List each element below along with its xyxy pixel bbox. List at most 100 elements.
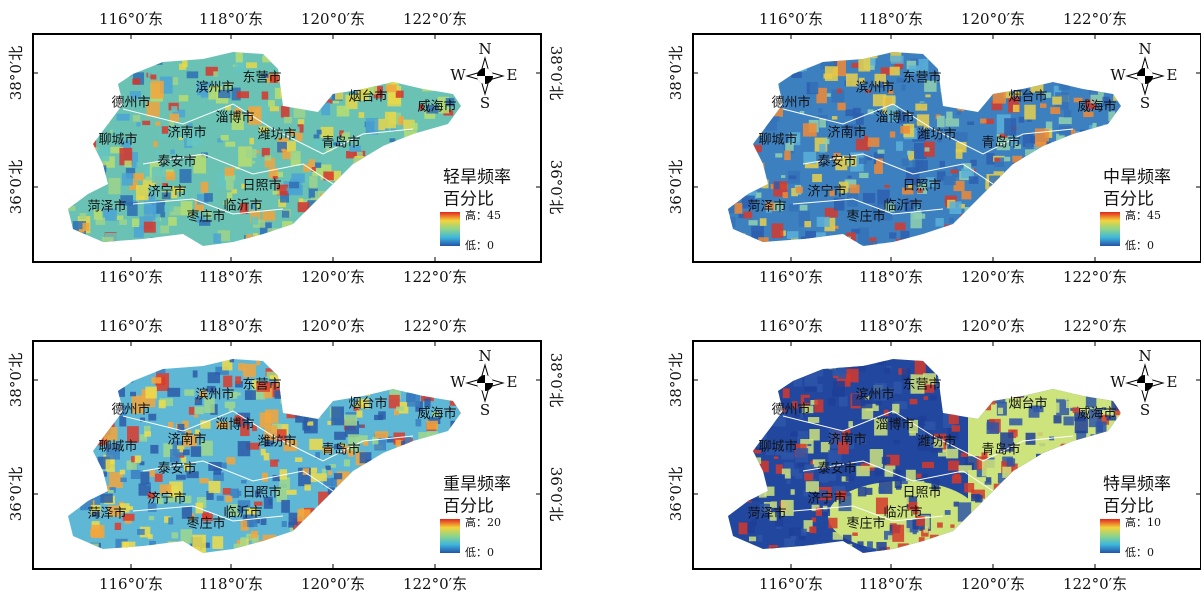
map-patch: [1040, 174, 1055, 191]
city-label: 日照市: [902, 485, 941, 501]
map-patch: [387, 526, 402, 542]
map-patch: [91, 524, 105, 539]
map-patch: [208, 480, 221, 494]
map-patch: [800, 236, 814, 245]
map-patch: [978, 209, 990, 218]
map-patch: [991, 100, 1003, 111]
map-patch: [225, 495, 233, 503]
city-label: 泰安市: [157, 461, 196, 477]
map-patch: [339, 443, 346, 447]
map-patch: [417, 212, 432, 233]
lon-label: 120°0′东: [961, 268, 1025, 286]
map-patch: [304, 484, 311, 491]
map-patch: [1037, 529, 1049, 540]
map-patch: [94, 103, 100, 111]
map-patch: [77, 388, 89, 395]
map-patch: [86, 152, 92, 156]
map-patch: [164, 205, 174, 212]
map-patch: [313, 134, 320, 139]
map-patch: [743, 211, 753, 219]
map-patch: [233, 236, 239, 243]
city-label: 威海市: [417, 99, 456, 115]
map-patch: [917, 425, 926, 436]
map-patch: [460, 87, 461, 101]
map-patch: [421, 383, 434, 402]
map-patch: [1040, 103, 1047, 108]
map-patch: [274, 69, 281, 73]
map-patch: [369, 64, 376, 69]
boundary: [142, 460, 334, 492]
map-patch: [240, 537, 247, 546]
map-patch: [970, 359, 984, 368]
map-patch: [235, 381, 243, 388]
map-patch: [857, 486, 867, 497]
map-patch: [339, 130, 344, 137]
map-patch: [1060, 208, 1073, 219]
map-patch: [338, 360, 347, 366]
map-patch: [357, 227, 368, 239]
map-patch: [863, 192, 876, 204]
map-patch: [759, 503, 770, 513]
map-patch: [360, 544, 375, 553]
map-patch: [728, 61, 742, 78]
map-patch: [765, 120, 778, 131]
map-patch: [343, 197, 357, 205]
map-patch: [383, 533, 391, 542]
map-patch: [1033, 64, 1043, 72]
map-patch: [120, 195, 133, 206]
map-patch: [401, 167, 409, 175]
map-patch: [748, 404, 758, 409]
map-patch: [1042, 545, 1048, 549]
map-patch: [728, 378, 733, 387]
map-patch: [92, 548, 102, 553]
map-patch: [760, 116, 765, 123]
compass-quarter: [1137, 375, 1153, 391]
map-patch: [1059, 433, 1068, 443]
map-patch: [980, 81, 986, 88]
map-patch: [314, 359, 324, 366]
map-patch: [924, 80, 937, 92]
map-patch: [1069, 509, 1078, 515]
map-patch: [200, 440, 213, 456]
map-patch: [278, 199, 287, 208]
map-patch: [161, 192, 171, 200]
map-patch: [1035, 214, 1048, 228]
map-patch: [775, 153, 783, 158]
map-patch: [964, 483, 975, 493]
map-patch: [936, 115, 945, 128]
map-patch: [822, 509, 831, 516]
map-patch: [855, 438, 867, 444]
map-patch: [427, 375, 436, 380]
city-label: 潍坊市: [917, 127, 956, 143]
map-patch: [1063, 488, 1068, 492]
map-patch: [180, 529, 193, 544]
map-patch: [1030, 84, 1044, 93]
map-patch: [1077, 178, 1083, 181]
map-patch: [740, 172, 754, 184]
map-patch: [102, 551, 112, 553]
map-patch: [1010, 238, 1021, 246]
map-patch: [318, 368, 329, 381]
map-patch: [884, 554, 892, 562]
map-patch: [765, 202, 776, 212]
map-patch: [374, 431, 389, 438]
map-patch: [245, 148, 257, 158]
map-patch: [400, 368, 414, 386]
map-patch: [169, 481, 183, 498]
map-patch: [1090, 158, 1102, 167]
city-label: 烟台市: [348, 396, 387, 412]
map-patch: [940, 236, 953, 246]
map-patch: [957, 104, 964, 110]
map-patch: [192, 370, 198, 378]
map-patch: [844, 179, 857, 188]
map-patch: [1042, 186, 1054, 202]
lon-label: 118°0′东: [199, 575, 263, 593]
map-patch: [1048, 525, 1058, 537]
map-patch: [1025, 432, 1036, 445]
map-patch: [1055, 237, 1061, 241]
map-patch: [997, 473, 1008, 484]
map-patch: [97, 165, 107, 172]
map-patch: [1069, 226, 1080, 238]
map-patch: [260, 119, 266, 124]
map-patch: [802, 123, 817, 137]
